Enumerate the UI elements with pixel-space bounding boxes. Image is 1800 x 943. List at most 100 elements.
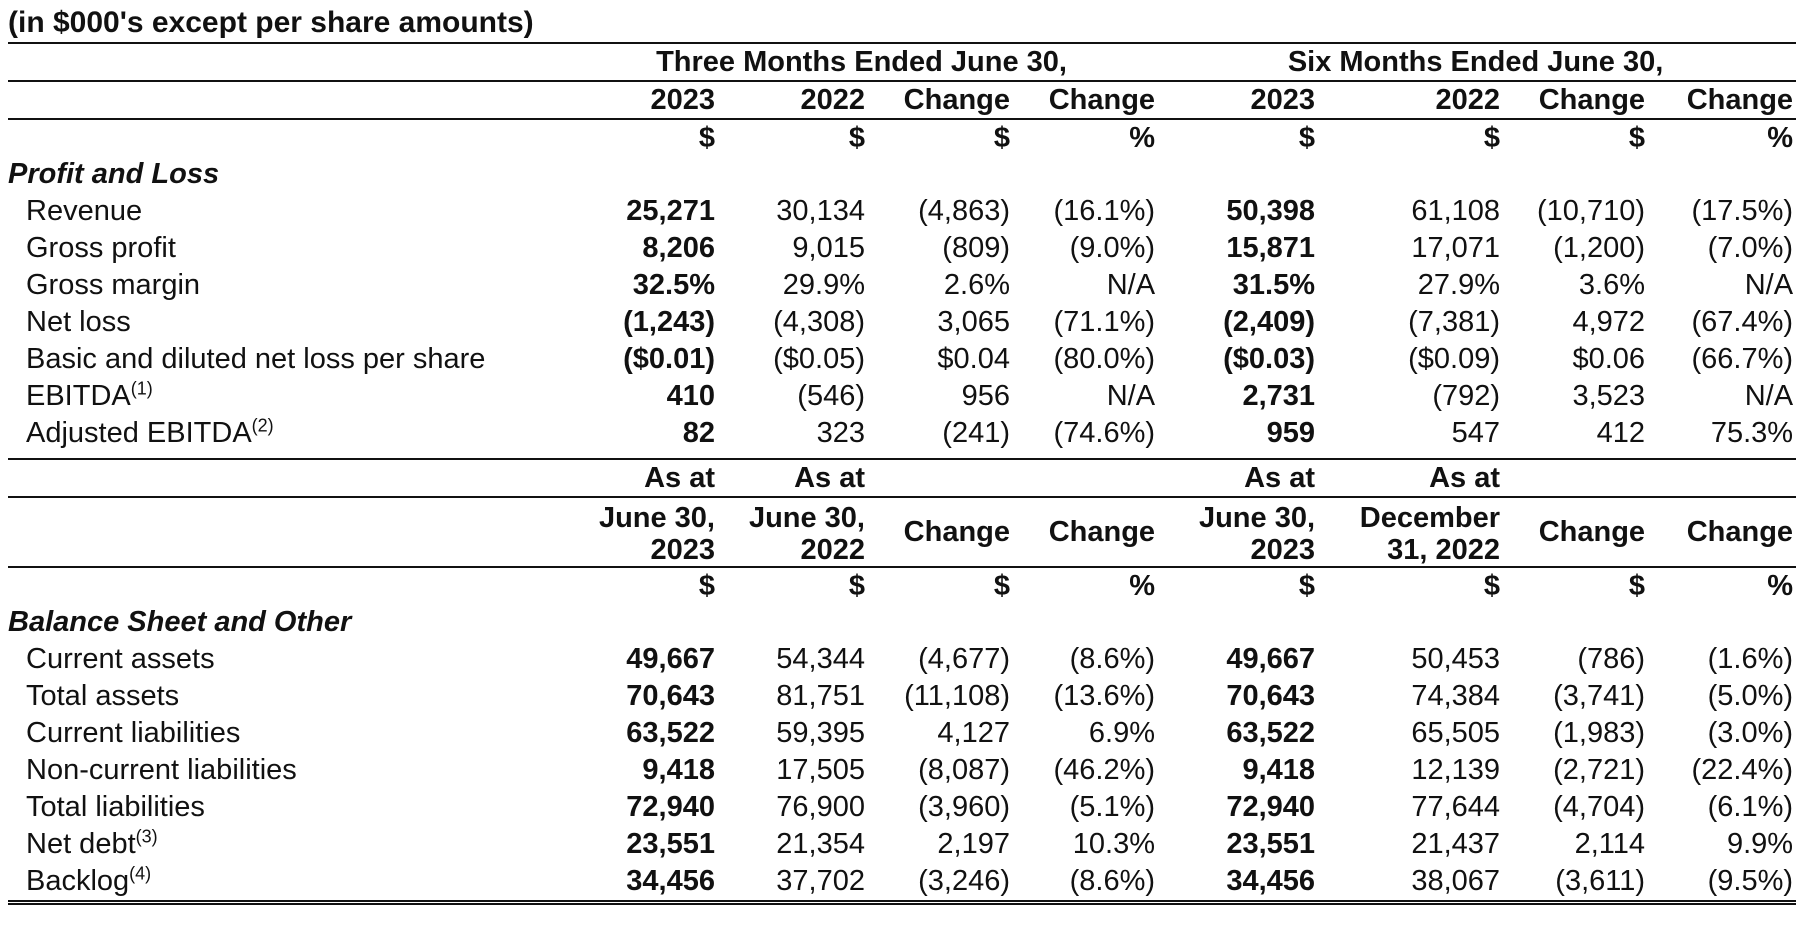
pl-cell: 8,206 — [642, 232, 715, 264]
bs-col-f: December 31, 2022 — [1318, 496, 1504, 567]
pl-row-label: Gross profit — [26, 232, 176, 264]
pl-cell: (71.1%) — [1053, 306, 1156, 338]
bs-cell: (786) — [1577, 643, 1646, 675]
bs-col-change-pct: Change — [1013, 496, 1159, 567]
bs-cell: 17,505 — [776, 754, 865, 786]
bs-col-change-amt: Change — [868, 496, 1013, 567]
pl-cell: (67.4%) — [1691, 306, 1794, 338]
bs-cell: 9.9% — [1726, 828, 1794, 860]
bs-cell: (3,741) — [1553, 680, 1646, 712]
bs-cell: (8,087) — [918, 754, 1010, 786]
bs-cell: 23,551 — [626, 828, 715, 860]
pl-cell: N/A — [1106, 269, 1156, 301]
bs-as-at-a: As at — [568, 458, 718, 497]
pl-col-header-5: 2022 — [1318, 80, 1504, 119]
pl-cell: 31.5% — [1232, 269, 1316, 301]
bs-col-change-pct-2: Change — [1648, 496, 1797, 567]
bs-unit-2: $ — [868, 566, 1013, 604]
bs-row: Backlog(4) 34,456 37,702 (3,246) (8.6%) 34,45… — [8, 863, 1797, 905]
pl-cell: (1,243) — [623, 306, 715, 338]
pl-row: Gross profit 8,206 9,015 (809) (9.0%) 15,871 1… — [8, 230, 1796, 267]
bs-cell: 49,667 — [1226, 643, 1316, 675]
pl-cell: ($0.05) — [773, 343, 865, 375]
pl-cell: (792) — [1432, 380, 1501, 412]
pl-cell: 547 — [1451, 417, 1501, 449]
pl-cell: (4,308) — [773, 306, 865, 338]
bs-body: Current assets 49,667 54,344 (4,677) (8.6%) 4… — [8, 641, 1797, 905]
bs-cell: 59,395 — [776, 717, 865, 749]
summary-table: Three Months Ended June 30, Six Months E… — [8, 42, 1797, 905]
pl-cell: 32.5% — [632, 269, 715, 301]
pl-cell: (7,381) — [1408, 306, 1501, 338]
pl-cell: (9.0%) — [1069, 232, 1156, 264]
bs-cell: 23,551 — [1226, 828, 1316, 860]
pl-cell: (241) — [942, 417, 1010, 449]
bs-cell: (3,611) — [1503, 863, 1649, 905]
bs-cell: 38,067 — [1318, 863, 1504, 905]
bs-unit-5: $ — [1318, 566, 1504, 604]
bs-as-at-f: As at — [1318, 458, 1504, 497]
pl-col-header-7: Change — [1648, 80, 1797, 119]
pl-row: Adjusted EBITDA(2) 82 323 (241) (74.6%) 959 54… — [8, 415, 1796, 452]
bs-cell: (1,983) — [1553, 717, 1646, 749]
pl-row-label: Adjusted EBITDA(2) — [26, 415, 274, 449]
bs-cell: (46.2%) — [1053, 754, 1156, 786]
pl-cell: 2,731 — [1242, 380, 1316, 412]
bs-as-at-row: As at As at As at As at — [8, 458, 1797, 497]
bs-cell: 72,940 — [626, 791, 715, 823]
bs-unit-row: $ $ $% $ $ $% — [8, 566, 1797, 604]
bs-row: Net debt(3) 23,551 21,354 2,197 10.3% 23,551 2… — [8, 826, 1796, 863]
bs-section-title-row: Balance Sheet and Other — [8, 604, 1796, 641]
bs-col-e: June 30, 2023 — [1158, 496, 1319, 567]
bs-row-label: Current liabilities — [26, 717, 241, 749]
bs-cell: (11,108) — [904, 680, 1010, 712]
pl-row: Basic and diluted net loss per share ($0.… — [8, 341, 1796, 378]
bs-row-label: Net debt(3) — [26, 826, 158, 860]
pl-cell: 3,065 — [937, 306, 1010, 338]
pl-cell: 412 — [1596, 417, 1646, 449]
pl-cell: 3,523 — [1572, 380, 1646, 412]
pl-cell: N/A — [1744, 380, 1794, 412]
pl-unit-6: $ — [1503, 118, 1649, 156]
pl-unit-4: $ — [1158, 118, 1319, 156]
pl-cell: 410 — [666, 380, 715, 412]
pl-cell: ($0.01) — [623, 343, 715, 375]
bs-cell: 21,437 — [1411, 828, 1501, 860]
pl-cell: (74.6%) — [1053, 417, 1156, 449]
pl-cell: (2,409) — [1223, 306, 1316, 338]
pl-col-header-6: Change — [1503, 80, 1649, 119]
bs-cell: 70,643 — [626, 680, 715, 712]
bs-cell: 81,751 — [776, 680, 865, 712]
pl-cell: (809) — [942, 232, 1010, 264]
pl-col-header-4: 2023 — [1158, 80, 1319, 119]
pl-cell: 27.9% — [1417, 269, 1501, 301]
pl-cell: 50,398 — [1226, 195, 1316, 227]
bs-row: Total liabilities 72,940 76,900 (3,960) (5.1… — [8, 789, 1796, 826]
bs-row: Current assets 49,667 54,344 (4,677) (8.6%) 4… — [8, 641, 1796, 678]
pl-row-label: Net loss — [26, 306, 131, 338]
bs-col-change-amt-2: Change — [1503, 496, 1649, 567]
bs-cell: 76,900 — [776, 791, 865, 823]
bs-cell: (3,960) — [918, 791, 1010, 823]
pl-cell: N/A — [1106, 380, 1156, 412]
pl-cell: 2.6% — [943, 269, 1010, 301]
three-months-header: Three Months Ended June 30, — [568, 42, 1159, 81]
bs-cell: 34,456 — [568, 863, 718, 905]
pl-col-header-1: 2022 — [718, 80, 868, 119]
pl-row: Net loss (1,243) (4,308) 3,065 (71.1%) (2,409… — [8, 304, 1796, 341]
pl-body: Revenue 25,271 30,134 (4,863) (16.1%) 50,398 6… — [8, 193, 1796, 452]
bs-cell: (4,704) — [1553, 791, 1646, 823]
bs-row-label: Non-current liabilities — [26, 754, 297, 786]
bs-row-label: Total liabilities — [26, 791, 205, 823]
financial-summary: (in $000's except per share amounts) Thr… — [8, 4, 1797, 905]
bs-cell: 63,522 — [1226, 717, 1316, 749]
bs-cell: (2,721) — [1553, 754, 1646, 786]
bs-cell: 70,643 — [1226, 680, 1316, 712]
pl-unit-2: $ — [868, 118, 1013, 156]
pl-row: Revenue 25,271 30,134 (4,863) (16.1%) 50,398 6… — [8, 193, 1796, 230]
pl-cell: 956 — [961, 380, 1010, 412]
pl-cell: (7.0%) — [1707, 232, 1794, 264]
bs-col-a: June 30, 2023 — [568, 496, 718, 567]
pl-cell: 29.9% — [782, 269, 865, 301]
bs-cell: 21,354 — [776, 828, 865, 860]
